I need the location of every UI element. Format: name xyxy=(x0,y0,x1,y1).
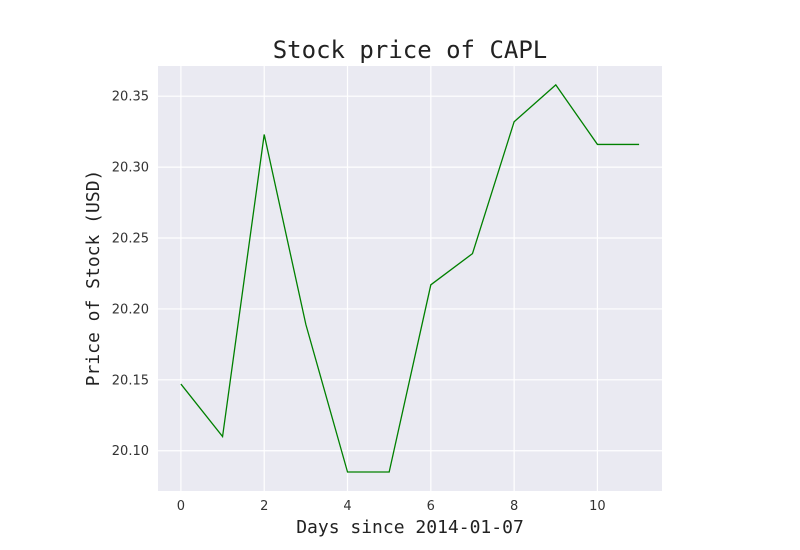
x-tick-label: 2 xyxy=(260,499,268,514)
y-tick-label: 20.15 xyxy=(112,373,149,388)
price-series-line xyxy=(180,83,640,473)
chart-title: Stock price of CAPL xyxy=(273,36,548,64)
x-tick-labels: 0 2 4 6 8 10 xyxy=(177,499,606,514)
y-tick-label: 20.30 xyxy=(112,161,149,176)
y-tick-label: 20.35 xyxy=(112,90,149,105)
grid-lines xyxy=(158,66,662,491)
y-tick-labels: 20.10 20.15 20.20 20.25 20.30 20.35 xyxy=(112,90,149,460)
y-tick-label: 20.25 xyxy=(112,232,149,247)
x-tick-label: 10 xyxy=(589,499,606,514)
y-tick-label: 20.10 xyxy=(112,444,149,459)
x-axis-label: Days since 2014-01-07 xyxy=(296,517,524,538)
y-tick-label: 20.20 xyxy=(112,302,149,317)
x-tick-label: 8 xyxy=(510,499,518,514)
x-tick-label: 6 xyxy=(427,499,435,514)
plot-area xyxy=(158,66,662,491)
x-tick-label: 4 xyxy=(343,499,351,514)
x-tick-label: 0 xyxy=(177,499,185,514)
y-axis-label: Price of Stock (USD) xyxy=(83,170,104,387)
series-layer xyxy=(180,83,640,473)
